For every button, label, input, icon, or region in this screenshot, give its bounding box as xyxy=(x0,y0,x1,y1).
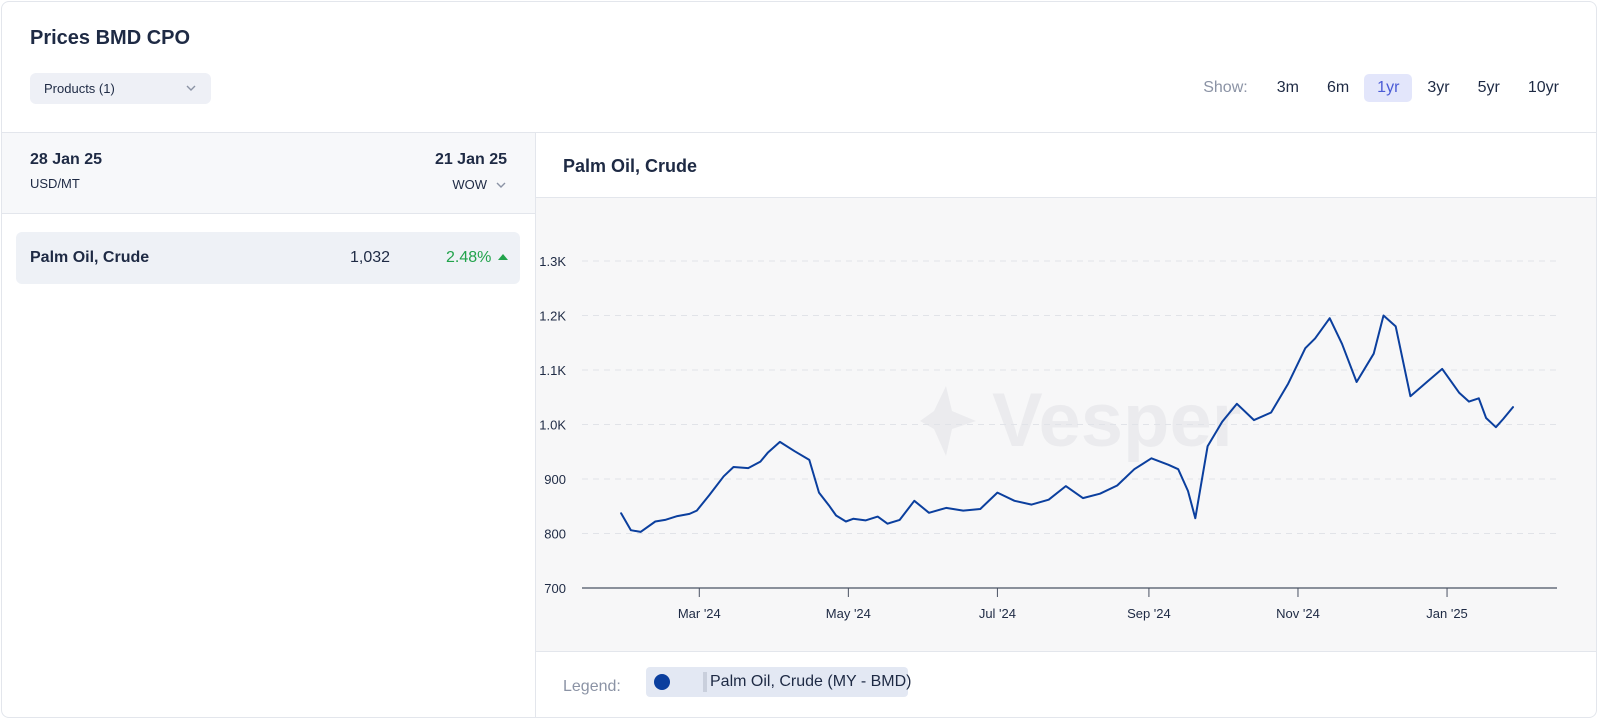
chart-header: Palm Oil, Crude xyxy=(536,133,1596,198)
panel-divider xyxy=(535,133,536,717)
legend-divider xyxy=(703,672,707,692)
watermark-logo-icon xyxy=(920,386,976,456)
chevron-down-icon xyxy=(496,182,506,188)
range-1yr-button[interactable]: 1yr xyxy=(1364,74,1413,102)
x-tick-label: Nov '24 xyxy=(1276,606,1320,621)
series-line xyxy=(620,314,1514,533)
legend-color-swatch xyxy=(654,674,670,690)
compare-mode-label: WOW xyxy=(452,177,487,192)
compare-mode-dropdown[interactable]: WOW xyxy=(452,177,507,192)
chart-title: Palm Oil, Crude xyxy=(563,156,698,176)
product-change: 2.48% xyxy=(446,249,492,266)
legend-item[interactable]: Palm Oil, Crude (MY - BMD) xyxy=(646,667,912,697)
x-tick-label: Sep '24 xyxy=(1127,606,1171,621)
range-10yr-button[interactable]: 10yr xyxy=(1527,79,1559,96)
product-name: Palm Oil, Crude xyxy=(30,249,150,266)
page-title: Prices BMD CPO xyxy=(30,27,191,49)
unit-label: USD/MT xyxy=(30,176,80,191)
legend-area: Legend: Palm Oil, Crude (MY - BMD) xyxy=(536,652,1596,717)
current-date: 28 Jan 25 xyxy=(30,151,103,168)
x-tick-label: Jul '24 xyxy=(979,606,1016,621)
show-label: Show: xyxy=(1203,79,1248,96)
time-range-selector: Show: 3m 6m 1yr 3yr 5yr 10yr xyxy=(1203,74,1572,102)
y-tick-label: 1.1K xyxy=(539,363,566,378)
products-dropdown[interactable]: Products (1) xyxy=(30,73,211,104)
y-tick-label: 800 xyxy=(544,527,566,542)
product-price: 1,032 xyxy=(350,249,391,266)
triangle-up-icon xyxy=(498,254,508,260)
product-row[interactable]: Palm Oil, Crude 1,032 2.48% xyxy=(16,232,520,284)
y-tick-label: 1.0K xyxy=(539,418,566,433)
watermark: Vesper xyxy=(920,378,1241,463)
chevron-down-icon xyxy=(186,85,196,91)
compare-date: 21 Jan 25 xyxy=(434,151,507,168)
y-tick-label: 700 xyxy=(544,581,566,596)
range-5yr-button[interactable]: 5yr xyxy=(1477,79,1500,96)
watermark-text: Vesper xyxy=(992,378,1241,463)
price-chart: Vesper 700 800 900 1.0K 1.1K 1.2K 1.3K Mar '24 M… xyxy=(539,254,1557,621)
y-tick-label: 900 xyxy=(544,472,566,487)
legend-label: Legend: xyxy=(563,678,621,695)
summary-header: 28 Jan 25 USD/MT 21 Jan 25 WOW xyxy=(2,133,535,214)
y-tick-label: 1.2K xyxy=(539,309,566,324)
products-dropdown-label: Products (1) xyxy=(44,81,115,96)
chart-area: Vesper 700 800 900 1.0K 1.1K 1.2K 1.3K Mar '24 M… xyxy=(536,198,1596,652)
y-tick-label: 1.3K xyxy=(539,254,566,269)
range-6m-button[interactable]: 6m xyxy=(1326,79,1350,96)
header-divider xyxy=(2,132,1596,133)
range-3m-button[interactable]: 3m xyxy=(1276,79,1299,96)
x-tick-label: Jan '25 xyxy=(1426,606,1468,621)
legend-item-label: Palm Oil, Crude (MY - BMD) xyxy=(710,673,912,690)
x-tick-label: Mar '24 xyxy=(678,606,721,621)
x-tick-label: May '24 xyxy=(826,606,871,621)
range-3yr-button[interactable]: 3yr xyxy=(1427,79,1450,96)
